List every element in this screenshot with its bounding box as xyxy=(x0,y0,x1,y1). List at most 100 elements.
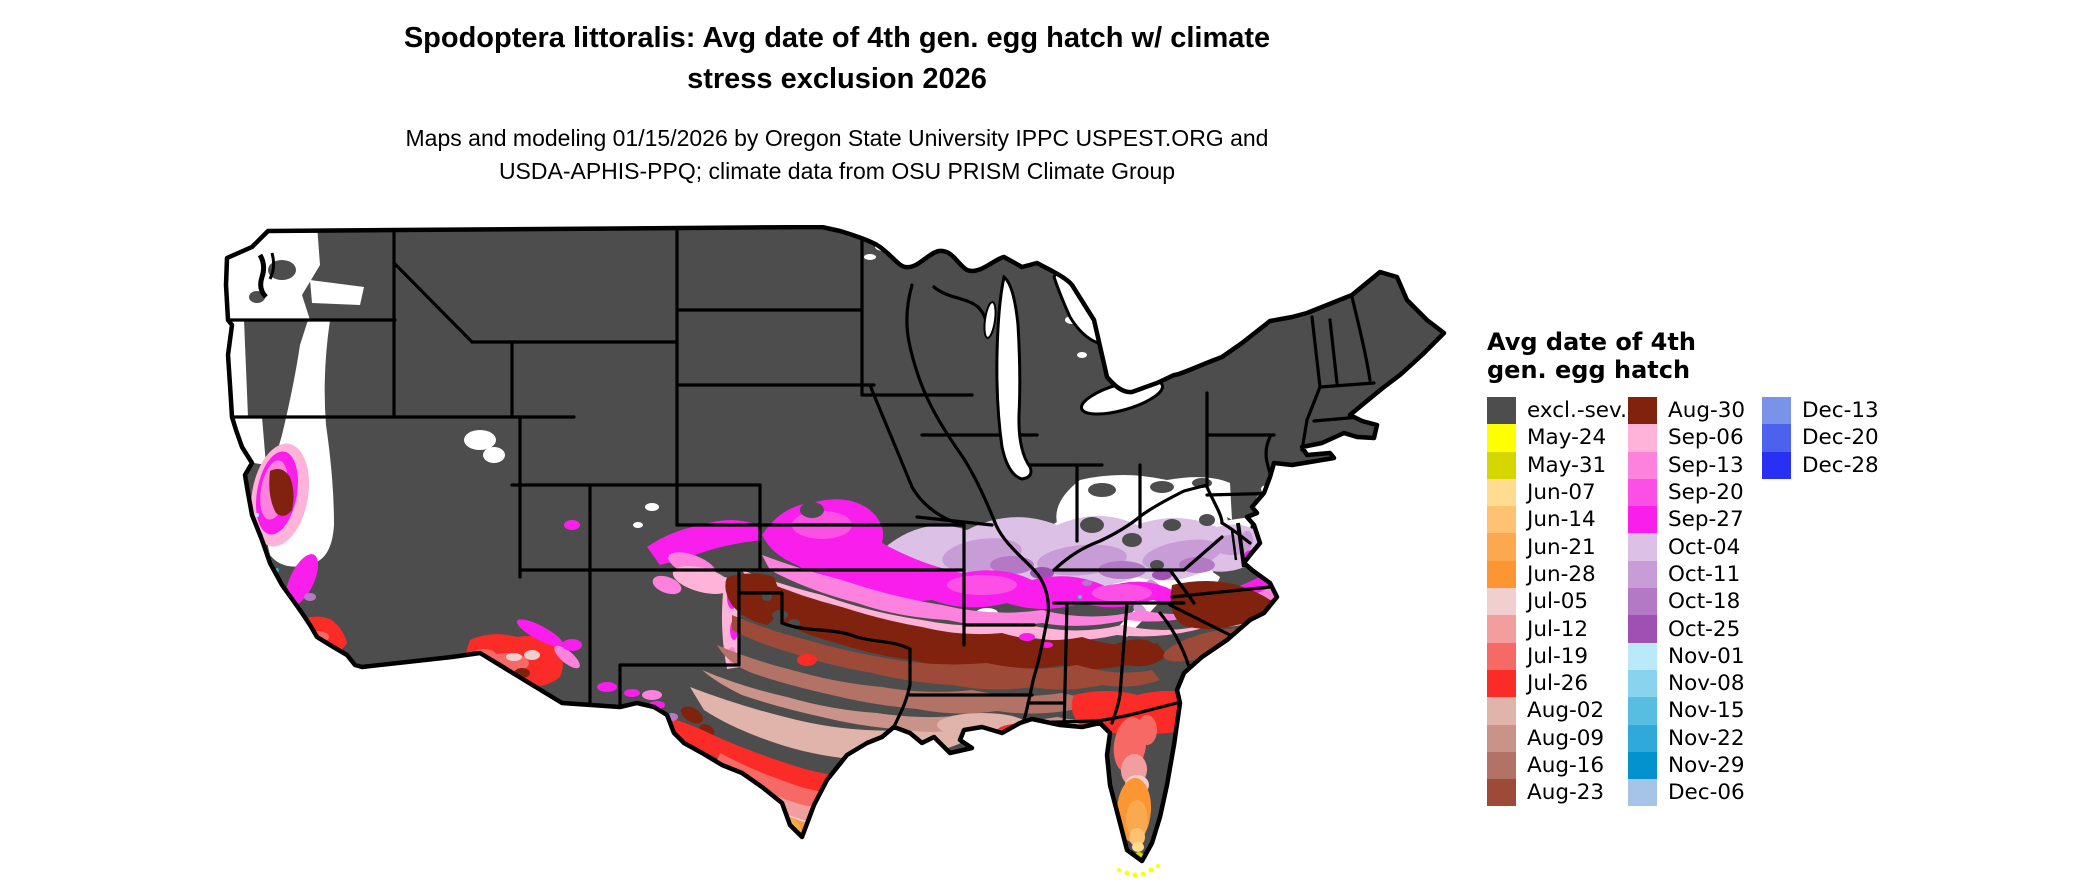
chesapeake-bay xyxy=(1236,522,1246,568)
legend-label: Aug-16 xyxy=(1527,753,1605,778)
legend-column-2: Aug-30 Sep-06 Sep-13 Sep-20 Sep-27 Oct-04 Oct-… xyxy=(1628,397,1746,807)
legend-item: Aug-09 xyxy=(1487,724,1627,752)
green-bay xyxy=(983,301,997,339)
legend-item: Nov-22 xyxy=(1628,724,1745,752)
legend-item: Sep-20 xyxy=(1628,478,1745,507)
legend-swatch xyxy=(1487,478,1516,507)
legend-label: Jul-19 xyxy=(1527,643,1589,669)
legend-title-line-2: gen. egg hatch xyxy=(1487,356,1691,384)
legend-label: Nov-15 xyxy=(1668,698,1745,724)
legend-swatch xyxy=(1628,560,1657,589)
san-francisco-bay xyxy=(247,583,257,599)
legend-item: excl.-sev. xyxy=(1487,397,1627,425)
legend-item: Jun-28 xyxy=(1487,560,1627,589)
legend-label: Aug-23 xyxy=(1527,780,1605,806)
legend-item: Jul-19 xyxy=(1487,642,1627,670)
legend-label: Sep-13 xyxy=(1668,452,1744,478)
legend-swatch xyxy=(1628,724,1657,752)
legend-label: Aug-09 xyxy=(1527,725,1605,751)
legend-item: Oct-04 xyxy=(1628,533,1745,561)
subtitle-line-2: USDA-APHIS-PPQ; climate data from OSU PR… xyxy=(498,158,1176,184)
legend-item: Jun-21 xyxy=(1487,533,1627,561)
legend-swatch xyxy=(1628,451,1657,479)
legend-item: Dec-06 xyxy=(1628,779,1745,807)
legend-item: Aug-23 xyxy=(1487,779,1627,807)
legend-swatch xyxy=(1487,697,1516,725)
legend-column-3: Dec-13 Dec-20 Dec-28 xyxy=(1762,397,1879,479)
legend-item: Dec-13 xyxy=(1762,397,1879,425)
legend-swatch xyxy=(1628,424,1657,452)
legend-column-1: excl.-sev. May-24 May-31 Jun-07 Jun-14 Jun-21… xyxy=(1487,397,1627,807)
legend-label: Sep-06 xyxy=(1668,425,1744,451)
legend-item: Jun-14 xyxy=(1487,506,1627,534)
legend-swatch xyxy=(1487,779,1516,807)
puget-sound xyxy=(257,253,268,299)
florida-keys xyxy=(1117,864,1160,878)
legend-label: Aug-02 xyxy=(1527,698,1605,724)
legend-label: Oct-18 xyxy=(1668,589,1741,615)
map-svg xyxy=(222,225,1448,878)
legend-swatch xyxy=(1628,506,1657,534)
legend-swatch xyxy=(1628,669,1657,698)
legend-item: Nov-15 xyxy=(1628,697,1745,725)
legend-item: Aug-30 xyxy=(1628,397,1746,425)
legend-label: Jun-21 xyxy=(1527,534,1596,560)
lake-michigan xyxy=(995,274,1033,481)
legend-swatch xyxy=(1487,615,1516,643)
legend-label: Dec-06 xyxy=(1668,780,1745,806)
legend-swatch xyxy=(1628,642,1657,670)
legend-item: Oct-11 xyxy=(1628,560,1745,589)
legend-swatch xyxy=(1628,588,1657,616)
legend-item: Oct-18 xyxy=(1628,588,1745,616)
legend-item: Sep-06 xyxy=(1628,424,1745,452)
legend-label: Dec-13 xyxy=(1802,398,1879,424)
subtitle: Maps and modeling 01/15/2026 by Oregon S… xyxy=(237,122,1437,188)
title-line-1: Spodoptera littoralis: Avg date of 4th g… xyxy=(403,22,1271,54)
legend-label: Oct-04 xyxy=(1668,534,1741,560)
legend-swatch xyxy=(1487,424,1516,452)
legend-swatch xyxy=(1628,615,1657,643)
legend-item: Dec-20 xyxy=(1762,424,1879,452)
legend-swatch xyxy=(1762,397,1791,425)
legend-label: Sep-20 xyxy=(1668,480,1744,506)
legend-label: Sep-27 xyxy=(1668,507,1744,533)
legend-label: Oct-25 xyxy=(1668,616,1741,642)
legend-item: Sep-13 xyxy=(1628,451,1745,479)
legend-item: Aug-16 xyxy=(1487,751,1627,780)
legend-label: Nov-29 xyxy=(1668,753,1745,778)
legend-label: Dec-28 xyxy=(1802,452,1879,478)
legend-label: May-31 xyxy=(1527,452,1607,478)
legend-item: Oct-25 xyxy=(1628,615,1745,643)
legend-label: Nov-22 xyxy=(1668,725,1745,751)
legend-item: Sep-27 xyxy=(1628,506,1745,534)
legend-swatch xyxy=(1628,397,1657,425)
legend-item: Nov-01 xyxy=(1628,642,1745,670)
legend-label: Jul-05 xyxy=(1527,589,1589,615)
legend-label: Nov-08 xyxy=(1668,671,1745,697)
legend-label: Jul-12 xyxy=(1527,616,1589,642)
legend-item: May-31 xyxy=(1487,451,1627,479)
us-choropleth-map xyxy=(222,225,1448,885)
legend-item: Jul-26 xyxy=(1487,669,1627,698)
legend-label: excl.-sev. xyxy=(1527,398,1627,424)
legend-swatch xyxy=(1628,751,1657,780)
legend-swatch xyxy=(1762,424,1791,452)
legend-swatch xyxy=(1487,588,1516,616)
legend-swatch xyxy=(1487,724,1516,752)
legend-swatch xyxy=(1487,642,1516,670)
legend-swatch xyxy=(1487,533,1516,561)
title-line-2: stress exclusion 2026 xyxy=(687,63,987,95)
page-title: Spodoptera littoralis: Avg date of 4th g… xyxy=(237,18,1437,100)
legend-label: Oct-11 xyxy=(1668,561,1741,587)
legend-item: Jul-05 xyxy=(1487,588,1627,616)
legend-item: Jun-07 xyxy=(1487,478,1627,507)
legend-title-line-1: Avg date of 4th xyxy=(1487,328,1696,356)
legend-item: Aug-02 xyxy=(1487,697,1627,725)
subtitle-line-1: Maps and modeling 01/15/2026 by Oregon S… xyxy=(405,125,1269,151)
legend-swatch xyxy=(1628,779,1657,807)
legend-label: Aug-30 xyxy=(1668,398,1746,424)
legend-label: Jun-14 xyxy=(1527,507,1596,533)
legend-swatch xyxy=(1628,478,1657,507)
legend-item: May-24 xyxy=(1487,424,1627,452)
region-california-valley xyxy=(250,443,319,606)
